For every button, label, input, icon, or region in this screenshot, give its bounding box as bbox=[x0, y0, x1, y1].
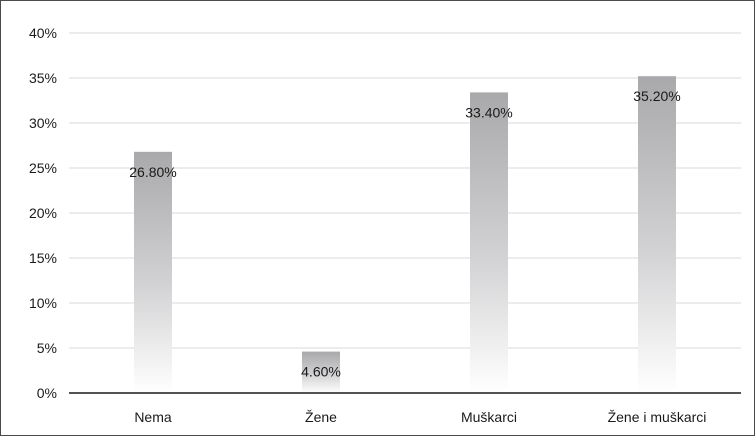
data-label: 26.80% bbox=[129, 164, 176, 180]
x-tick-label: Žene i muškarci bbox=[608, 409, 707, 425]
y-tick-label: 30% bbox=[29, 115, 57, 131]
data-label: 35.20% bbox=[633, 88, 680, 104]
bar bbox=[302, 351, 340, 393]
data-label: 33.40% bbox=[465, 104, 512, 120]
y-tick-label: 35% bbox=[29, 70, 57, 86]
x-tick-label: Žene bbox=[305, 409, 337, 425]
y-tick-label: 25% bbox=[29, 160, 57, 176]
x-tick-label: Nema bbox=[134, 409, 172, 425]
y-tick-label: 0% bbox=[37, 385, 57, 401]
y-tick-label: 20% bbox=[29, 205, 57, 221]
data-labels: 26.80% 4.60% 33.40% 35.20% bbox=[129, 88, 680, 379]
bar bbox=[638, 76, 676, 393]
data-label: 4.60% bbox=[301, 364, 341, 380]
y-tick-label: 10% bbox=[29, 295, 57, 311]
bar bbox=[134, 151, 172, 393]
gridlines bbox=[69, 32, 741, 349]
y-tick-label: 15% bbox=[29, 250, 57, 266]
y-axis-tick-labels: 0% 5% 10% 15% 20% 25% 30% 35% 40% bbox=[29, 25, 57, 401]
bars bbox=[134, 76, 676, 394]
x-axis-tick-labels: Nema Žene Muškarci Žene i muškarci bbox=[134, 409, 706, 425]
y-tick-label: 5% bbox=[37, 340, 57, 356]
x-tick-label: Muškarci bbox=[461, 409, 517, 425]
bar bbox=[470, 92, 508, 394]
y-tick-label: 40% bbox=[29, 25, 57, 41]
